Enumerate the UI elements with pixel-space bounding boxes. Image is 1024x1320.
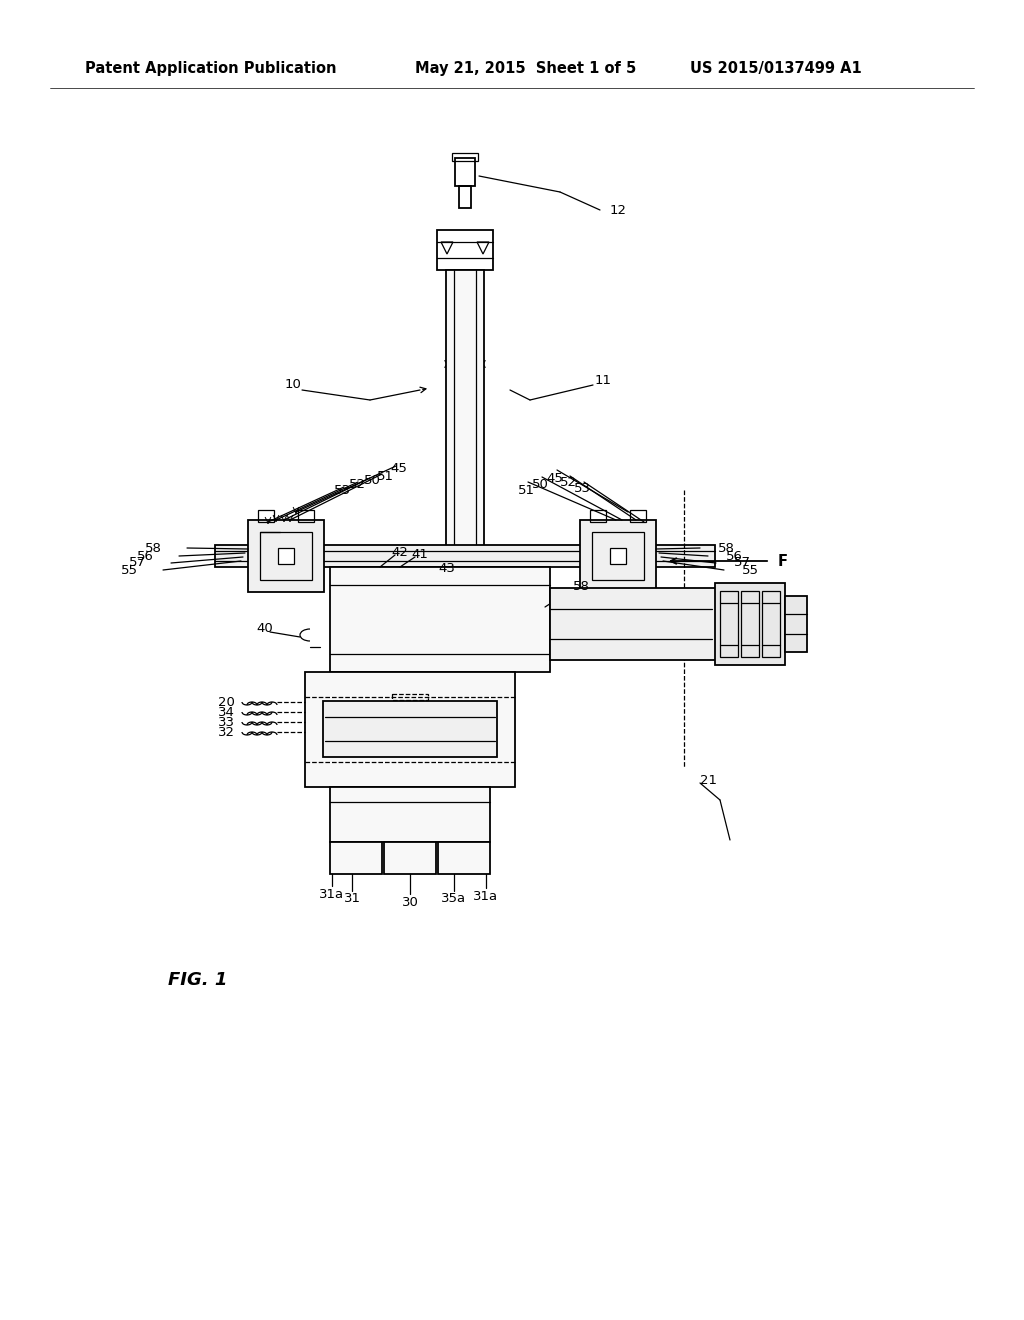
Bar [741,591,759,657]
Text: 57: 57 [129,557,146,569]
Bar [630,510,646,521]
Text: 42: 42 [391,545,409,558]
Text: 31a: 31a [473,890,499,903]
Bar [610,548,626,564]
Bar [392,694,428,700]
Bar [452,153,478,161]
Text: 21: 21 [700,774,717,787]
Text: FIG. 1: FIG. 1 [168,972,227,989]
Polygon shape [441,242,453,253]
Text: 45: 45 [390,462,408,475]
Text: 33: 33 [218,715,234,729]
Bar [323,701,497,756]
Bar [455,158,475,186]
Bar [330,842,382,874]
Bar [762,591,780,657]
Bar [437,230,493,271]
Text: 52: 52 [348,479,366,491]
Text: Patent Application Publication: Patent Application Publication [85,61,337,75]
Text: 58: 58 [718,541,735,554]
Text: 35a: 35a [441,892,467,906]
Text: 56: 56 [137,549,154,562]
Text: 12: 12 [610,203,627,216]
Text: 53: 53 [573,483,591,495]
Text: 55: 55 [742,564,759,577]
Text: 55: 55 [121,564,138,577]
Text: 34: 34 [218,705,234,718]
Text: 30: 30 [401,895,419,908]
Bar [550,587,720,660]
Text: 32: 32 [218,726,234,738]
Bar [278,548,294,564]
Bar [384,842,436,874]
Text: 41: 41 [412,549,428,561]
Text: 51: 51 [377,470,393,483]
Text: 57: 57 [734,557,751,569]
Text: 53: 53 [334,483,350,496]
Bar [715,583,785,665]
Bar [720,591,738,657]
Bar [260,532,312,579]
Bar [258,510,274,521]
Text: F: F [778,553,788,569]
Bar [298,510,314,521]
Text: 50: 50 [364,474,381,487]
Bar [330,787,490,842]
Text: 45: 45 [547,471,563,484]
Bar [305,672,515,787]
Bar [459,186,471,209]
Text: May 21, 2015  Sheet 1 of 5: May 21, 2015 Sheet 1 of 5 [415,61,636,75]
Bar [248,520,324,591]
Text: 10: 10 [285,379,302,392]
Text: 58: 58 [573,581,590,594]
Text: 50: 50 [531,479,549,491]
Bar [446,271,484,579]
Text: 58: 58 [145,541,162,554]
Text: 31: 31 [343,892,360,906]
Text: 31a: 31a [319,887,344,900]
Bar [580,520,656,591]
Bar [592,532,644,579]
Bar [785,597,807,652]
Bar [590,510,606,521]
Text: 11: 11 [595,374,612,387]
Bar [215,545,715,568]
Text: 43: 43 [438,561,455,574]
Text: 51: 51 [517,483,535,496]
Bar [330,568,550,672]
Text: 40: 40 [256,623,272,635]
Text: 52: 52 [559,477,577,490]
Text: US 2015/0137499 A1: US 2015/0137499 A1 [690,61,862,75]
Polygon shape [477,242,489,253]
Text: 56: 56 [726,549,742,562]
Bar [438,842,490,874]
Text: 20: 20 [218,696,234,709]
